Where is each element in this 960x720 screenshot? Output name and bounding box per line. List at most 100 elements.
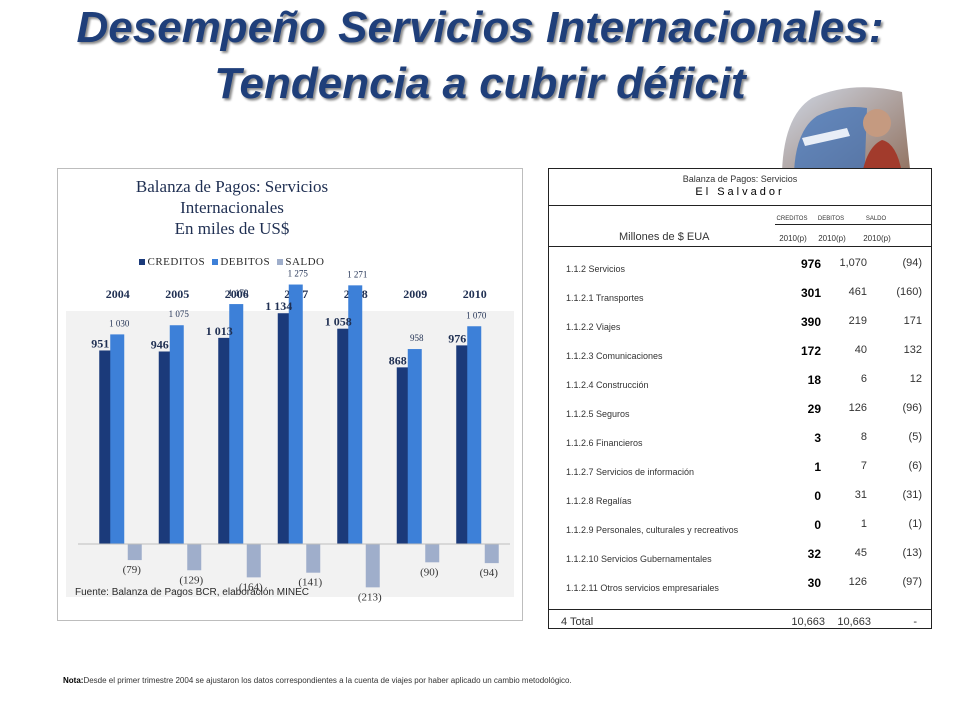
row-saldo: 12: [909, 373, 922, 385]
bar-saldo: [365, 544, 380, 588]
row-label: 1.1.2.4 Construcción: [566, 380, 649, 390]
bar-debitos: [110, 334, 125, 544]
footnote: Nota:Desde el primer trimestre 2004 se a…: [63, 676, 572, 685]
bar-debitos: [467, 326, 482, 544]
row-creditos: 32: [807, 547, 821, 561]
bar-saldo: [306, 544, 321, 573]
data-label-saldo: (90): [420, 566, 439, 578]
table-row: 1.1.2.6 Financieros 3 8 (5): [549, 425, 931, 454]
bar-saldo: [484, 544, 499, 564]
data-label-saldo: (164): [239, 581, 263, 593]
row-creditos: 1: [814, 460, 821, 474]
subheader-debitos: 2010(p): [818, 234, 846, 243]
chart-source: Fuente: Balanza de Pagos BCR, elaboració…: [75, 587, 310, 598]
category-label: 2010: [463, 287, 487, 301]
row-saldo: (5): [908, 431, 922, 443]
bar-saldo: [127, 544, 142, 561]
legend-creditos: CREDITOS: [139, 256, 205, 268]
bar-saldo: [425, 544, 440, 563]
bar-debitos: [288, 284, 303, 544]
category-label: 2009: [403, 287, 427, 301]
data-label-saldo: (213): [358, 591, 382, 603]
table-row: 1.1.2.11 Otros servicios empresariales 30…: [549, 570, 931, 599]
subheader-saldo: 2010(p): [863, 234, 891, 243]
bar-creditos: [277, 313, 292, 544]
legend-label-debitos: DEBITOS: [220, 256, 271, 268]
row-debitos: 1,070: [839, 257, 867, 269]
row-label: 1.1.2.3 Comunicaciones: [566, 351, 663, 361]
row-saldo: (6): [908, 460, 922, 472]
bar-debitos: [348, 285, 363, 544]
row-creditos: 976: [800, 257, 821, 271]
table-row: 1.1.2.3 Comunicaciones 172 40 132: [549, 338, 931, 367]
data-label-creditos: 951: [91, 336, 109, 350]
data-label-debitos: 1 275: [288, 269, 309, 279]
header-divider: [775, 224, 931, 225]
subheader-creditos: 2010(p): [779, 234, 807, 243]
bar-creditos: [158, 351, 173, 544]
row-creditos: 301: [800, 286, 821, 300]
table-units: Millones de $ EUA: [619, 231, 710, 243]
table-row: 1.1.2.2 Viajes 390 219 171: [549, 309, 931, 338]
chart-title-line-3: En miles de US$: [174, 219, 290, 238]
row-label: 1.1.2.6 Financieros: [566, 438, 643, 448]
row-creditos: 172: [800, 344, 821, 358]
row-label: 1.1.2.10 Servicios Gubernamentales: [566, 554, 712, 564]
row-debitos: 1: [860, 518, 867, 530]
row-debitos: 6: [860, 373, 867, 385]
bar-saldo: [246, 544, 261, 578]
data-label-debitos: 1 179: [228, 288, 249, 298]
row-debitos: 126: [848, 576, 867, 588]
total-divider: [549, 609, 931, 610]
row-label: 1.1.2.7 Servicios de información: [566, 467, 695, 477]
row-creditos: 0: [814, 489, 821, 503]
row-creditos: 3: [814, 431, 821, 445]
row-creditos: 30: [807, 576, 821, 590]
row-creditos: 29: [807, 402, 821, 416]
table-row: 1.1.2.8 Regalías 0 31 (31): [549, 483, 931, 512]
row-creditos: 390: [800, 315, 821, 329]
row-label: 1.1.2.9 Personales, culturales y recreat…: [566, 525, 739, 535]
total-debitos: 10,663: [837, 616, 871, 628]
row-saldo: (31): [902, 489, 922, 501]
row-saldo: (1): [908, 518, 922, 530]
table-row: 1.1.2.4 Construcción 18 6 12: [549, 367, 931, 396]
data-label-debitos: 1 075: [169, 309, 190, 319]
decorative-photo: [781, 87, 912, 188]
chart-legend: CREDITOS DEBITOS SALDO: [60, 256, 404, 268]
bar-creditos: [337, 328, 352, 544]
row-label: 1.1.2.1 Transportes: [566, 293, 644, 303]
chart-title: Balanza de Pagos: Servicios Internaciona…: [60, 176, 404, 239]
legend-swatch-creditos: [139, 259, 146, 266]
data-label-creditos: 976: [448, 331, 466, 345]
header-creditos: CREDITOS: [776, 216, 808, 222]
bar-saldo: [187, 544, 202, 571]
data-label-saldo: (79): [123, 564, 142, 576]
legend-label-saldo: SALDO: [285, 256, 325, 268]
row-debitos: 40: [854, 344, 867, 356]
category-label: 2006: [225, 287, 249, 301]
bar-creditos: [99, 350, 114, 544]
bar-debitos: [169, 325, 184, 544]
row-label: 1.1.2 Servicios: [566, 264, 626, 274]
row-debitos: 219: [848, 315, 867, 327]
data-label-creditos: 1 058: [325, 315, 352, 329]
header-debitos: DEBITOS: [817, 216, 845, 222]
category-label: 2004: [106, 287, 130, 301]
data-label-creditos: 946: [151, 337, 169, 351]
slide-title: Desempeño Servicios Internacionales: Ten…: [76, 3, 884, 108]
row-debitos: 31: [854, 489, 867, 501]
table-title: Balanza de Pagos: Servicios: [682, 174, 798, 184]
row-debitos: 8: [860, 431, 867, 443]
total-creditos: 10,663: [791, 616, 825, 628]
row-saldo: (94): [902, 257, 922, 269]
row-saldo: (13): [902, 547, 922, 559]
table-divider: [549, 205, 931, 206]
legend-swatch-saldo: [277, 259, 284, 266]
row-saldo: 171: [903, 315, 922, 327]
row-saldo: (160): [896, 286, 922, 298]
row-saldo: 132: [903, 344, 922, 356]
bar-creditos: [218, 337, 233, 544]
chart-title-line-1: Balanza de Pagos: Servicios: [135, 177, 329, 196]
